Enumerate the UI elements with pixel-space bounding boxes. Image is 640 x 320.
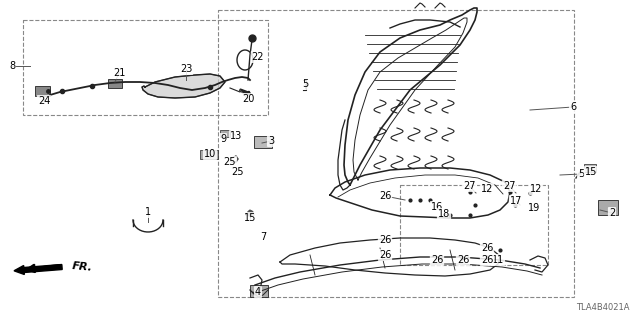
Text: 26: 26	[379, 250, 391, 260]
Text: 23: 23	[180, 64, 192, 74]
Text: 26: 26	[481, 243, 493, 253]
Text: 25: 25	[224, 157, 236, 167]
Text: FR.: FR.	[72, 261, 93, 273]
Text: 3: 3	[268, 136, 274, 146]
Text: 26: 26	[379, 235, 391, 245]
Bar	[35, 86, 50, 96]
Text: 26: 26	[431, 255, 443, 265]
FancyArrow shape	[239, 89, 251, 95]
Text: 7: 7	[260, 232, 266, 242]
Bar	[218, 10, 574, 297]
Text: 19: 19	[528, 203, 540, 213]
Text: 17: 17	[510, 196, 522, 206]
Text: 25: 25	[231, 167, 243, 177]
Text: 26: 26	[481, 255, 493, 265]
Bar	[400, 185, 548, 265]
Text: 24: 24	[38, 96, 50, 106]
Text: 9: 9	[220, 134, 226, 144]
Text: 5: 5	[302, 79, 308, 89]
Bar	[220, 130, 230, 137]
Bar	[598, 200, 618, 215]
Text: TLA4B4021A: TLA4B4021A	[577, 303, 630, 312]
Text: 27: 27	[503, 181, 515, 191]
Text: 5: 5	[578, 169, 584, 179]
Text: 6: 6	[570, 102, 576, 112]
Bar	[23, 20, 268, 115]
Bar	[254, 136, 272, 148]
Text: 18: 18	[438, 209, 450, 219]
Text: 22: 22	[252, 52, 264, 62]
Text: 21: 21	[113, 68, 125, 78]
Text: 10: 10	[204, 149, 216, 159]
Text: 2: 2	[609, 208, 615, 218]
Text: 13: 13	[230, 131, 242, 141]
Text: 26: 26	[457, 255, 469, 265]
Bar	[200, 150, 218, 159]
Text: 15: 15	[244, 213, 256, 223]
Bar	[108, 79, 122, 88]
Text: 26: 26	[379, 191, 391, 201]
Text: 8: 8	[9, 61, 15, 71]
Text: 12: 12	[530, 184, 542, 194]
Text: 20: 20	[242, 94, 254, 104]
Text: 16: 16	[431, 202, 443, 212]
FancyArrow shape	[14, 265, 62, 275]
Text: 4: 4	[255, 287, 261, 297]
Text: 15: 15	[585, 167, 597, 177]
Text: 11: 11	[492, 255, 504, 265]
Bar	[250, 285, 268, 297]
Polygon shape	[142, 74, 225, 98]
Bar	[584, 164, 596, 172]
Text: 1: 1	[145, 207, 151, 217]
Text: 12: 12	[481, 184, 493, 194]
Text: 27: 27	[463, 181, 476, 191]
